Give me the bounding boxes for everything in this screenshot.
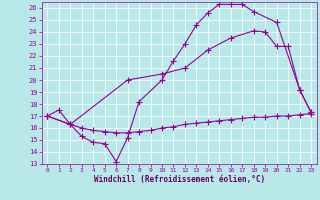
X-axis label: Windchill (Refroidissement éolien,°C): Windchill (Refroidissement éolien,°C) bbox=[94, 175, 265, 184]
